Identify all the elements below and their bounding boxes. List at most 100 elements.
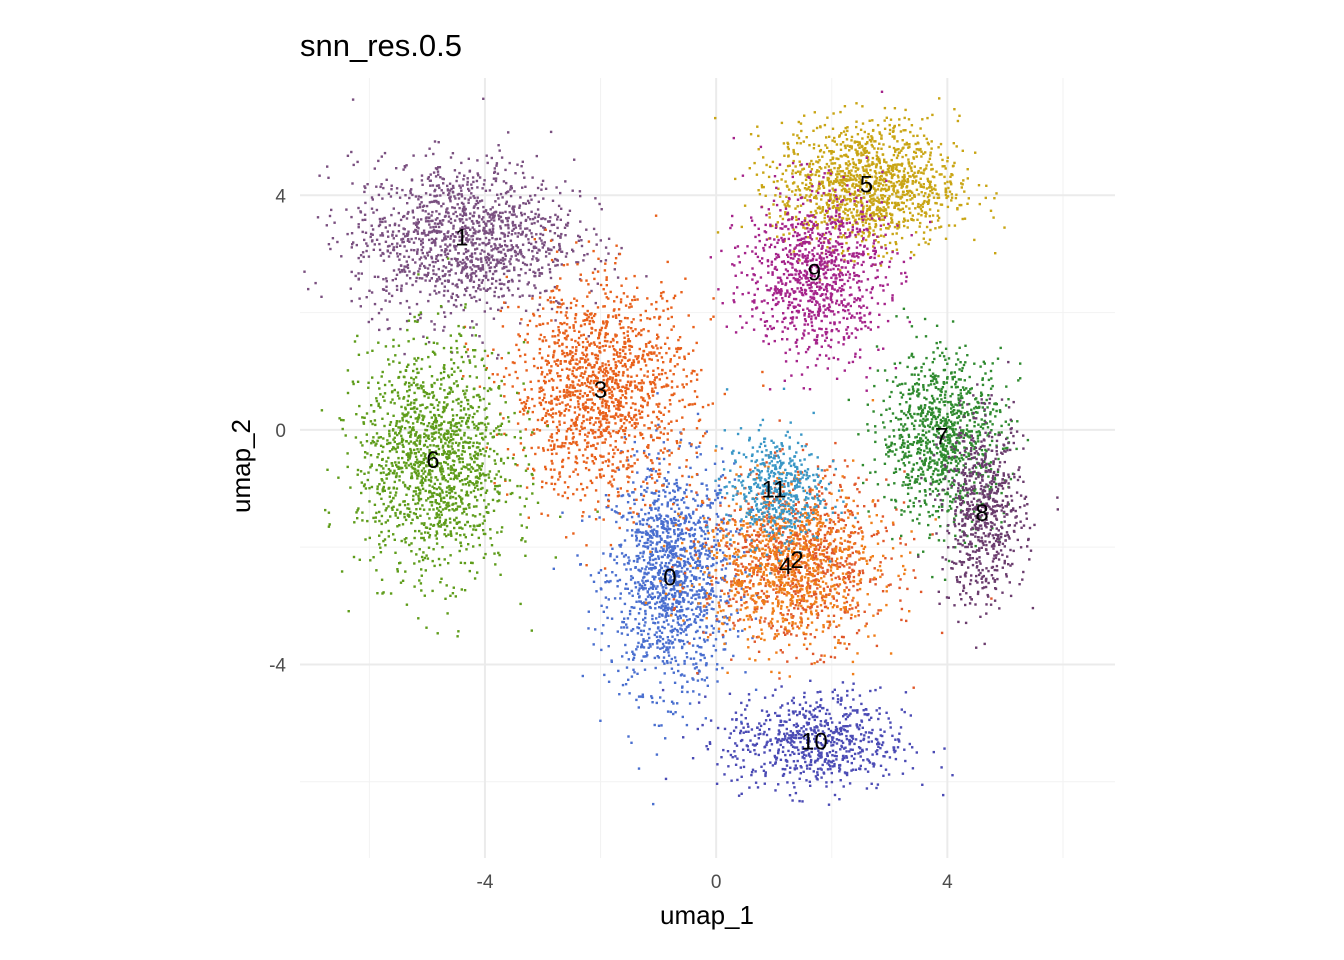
point bbox=[665, 641, 668, 644]
point bbox=[744, 540, 747, 543]
point bbox=[634, 531, 637, 534]
point bbox=[676, 617, 680, 621]
point bbox=[720, 589, 724, 592]
point bbox=[648, 427, 651, 430]
point bbox=[576, 363, 579, 366]
point bbox=[820, 596, 824, 599]
point bbox=[462, 235, 465, 238]
point bbox=[534, 274, 537, 278]
point bbox=[484, 230, 488, 233]
point bbox=[844, 611, 847, 614]
point bbox=[436, 170, 440, 173]
point bbox=[563, 355, 567, 358]
point bbox=[523, 401, 526, 404]
point bbox=[919, 590, 923, 594]
point bbox=[823, 533, 827, 537]
point bbox=[642, 618, 645, 621]
point bbox=[678, 399, 681, 403]
point bbox=[657, 626, 660, 629]
point bbox=[605, 418, 609, 421]
point bbox=[848, 643, 851, 646]
point bbox=[634, 413, 638, 417]
point bbox=[676, 572, 680, 575]
point bbox=[572, 250, 575, 253]
point bbox=[416, 225, 419, 229]
point bbox=[558, 423, 561, 426]
point bbox=[730, 580, 733, 583]
point bbox=[687, 506, 690, 510]
point bbox=[691, 566, 695, 570]
point bbox=[649, 567, 653, 570]
point bbox=[409, 312, 412, 315]
point bbox=[474, 290, 478, 293]
point bbox=[458, 263, 461, 267]
point bbox=[626, 617, 630, 620]
point bbox=[694, 566, 697, 570]
point bbox=[464, 288, 467, 291]
point bbox=[503, 395, 506, 398]
point bbox=[509, 194, 513, 198]
point bbox=[595, 417, 598, 420]
point bbox=[609, 480, 612, 483]
point bbox=[849, 534, 852, 537]
point bbox=[692, 534, 695, 538]
point bbox=[791, 562, 794, 566]
point bbox=[528, 319, 532, 323]
point bbox=[474, 270, 478, 273]
point bbox=[854, 482, 857, 485]
point bbox=[679, 486, 682, 490]
point bbox=[616, 404, 619, 407]
point bbox=[755, 538, 759, 541]
point bbox=[677, 447, 680, 450]
point bbox=[602, 474, 605, 477]
point bbox=[584, 448, 587, 451]
point bbox=[639, 551, 642, 555]
point bbox=[593, 456, 596, 459]
point bbox=[615, 555, 619, 558]
point bbox=[471, 255, 474, 259]
point bbox=[327, 243, 331, 246]
point bbox=[613, 268, 616, 271]
point bbox=[574, 420, 577, 423]
point bbox=[465, 274, 468, 278]
point bbox=[402, 227, 405, 230]
point bbox=[514, 370, 517, 374]
point bbox=[547, 361, 550, 364]
point bbox=[705, 605, 708, 609]
point bbox=[494, 244, 497, 247]
point bbox=[710, 607, 713, 610]
point bbox=[512, 227, 516, 231]
point bbox=[626, 501, 630, 504]
point bbox=[662, 548, 665, 551]
point bbox=[451, 233, 454, 236]
point bbox=[417, 270, 420, 273]
point bbox=[629, 511, 632, 514]
point bbox=[490, 282, 494, 285]
point bbox=[716, 528, 720, 531]
point bbox=[409, 189, 412, 193]
point bbox=[547, 220, 551, 223]
point bbox=[624, 389, 627, 393]
point bbox=[713, 462, 717, 465]
point bbox=[605, 415, 608, 418]
point bbox=[666, 593, 669, 596]
point bbox=[490, 249, 493, 252]
point bbox=[819, 528, 822, 532]
point bbox=[560, 263, 563, 266]
point bbox=[597, 500, 600, 503]
point bbox=[679, 532, 683, 536]
point bbox=[645, 476, 649, 479]
point bbox=[524, 235, 528, 238]
point bbox=[618, 352, 622, 355]
point bbox=[365, 242, 368, 245]
point bbox=[399, 302, 402, 305]
point bbox=[568, 475, 571, 478]
point bbox=[557, 301, 560, 304]
point bbox=[520, 253, 523, 256]
point bbox=[563, 360, 566, 363]
point bbox=[681, 645, 684, 649]
point bbox=[596, 357, 600, 360]
point bbox=[525, 263, 529, 267]
point bbox=[609, 554, 612, 558]
point bbox=[477, 214, 481, 218]
